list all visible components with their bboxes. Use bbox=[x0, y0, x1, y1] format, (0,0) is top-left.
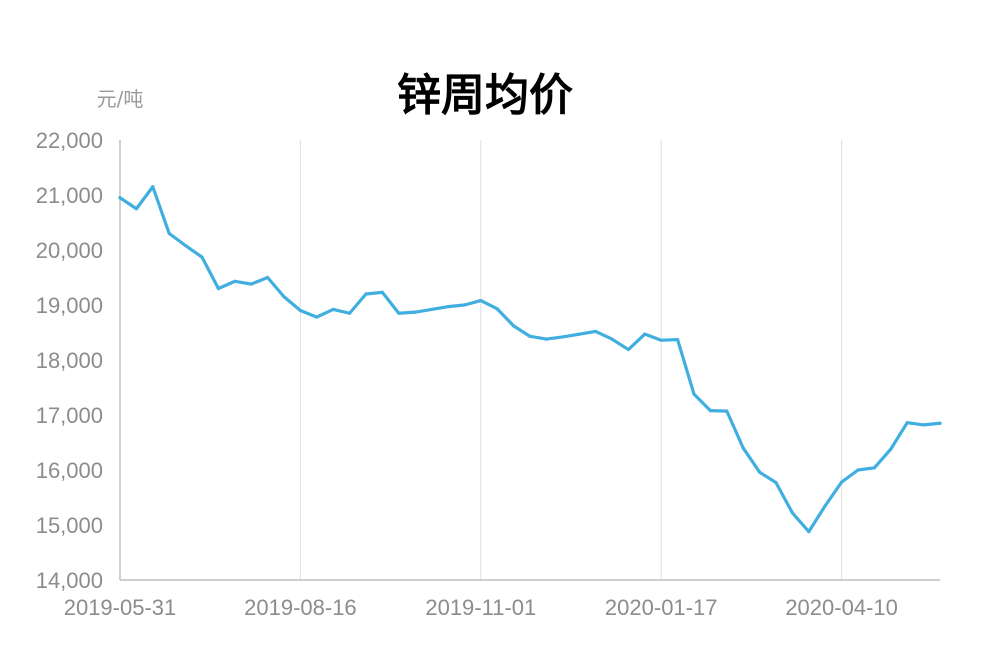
data-point bbox=[840, 480, 844, 484]
data-point bbox=[561, 335, 565, 339]
data-point bbox=[676, 338, 680, 342]
data-point bbox=[889, 447, 893, 451]
data-point bbox=[495, 307, 499, 311]
y-tick-label: 15,000 bbox=[36, 513, 103, 538]
data-point bbox=[938, 421, 942, 425]
x-tick-label: 2019-05-31 bbox=[64, 595, 177, 620]
data-point bbox=[872, 466, 877, 470]
data-point bbox=[380, 290, 384, 294]
x-tick-label: 2020-01-17 bbox=[605, 595, 718, 620]
data-point bbox=[741, 446, 745, 450]
y-tick-label: 18,000 bbox=[36, 348, 103, 373]
data-point bbox=[790, 511, 795, 515]
data-point bbox=[528, 334, 532, 338]
data-point bbox=[659, 338, 663, 342]
data-point bbox=[184, 244, 188, 248]
data-point bbox=[430, 307, 434, 311]
data-point bbox=[364, 292, 368, 296]
data-point bbox=[134, 207, 138, 211]
y-tick-label: 20,000 bbox=[36, 238, 103, 263]
data-point bbox=[167, 231, 171, 236]
data-point bbox=[282, 295, 286, 299]
data-point bbox=[856, 468, 860, 472]
data-point bbox=[462, 303, 466, 307]
data-point bbox=[249, 282, 253, 286]
data-point bbox=[594, 329, 598, 333]
data-point bbox=[216, 286, 220, 291]
x-tick-label: 2020-04-10 bbox=[785, 595, 898, 620]
y-tick-label: 16,000 bbox=[36, 458, 103, 483]
data-point bbox=[922, 423, 926, 427]
y-tick-label: 21,000 bbox=[36, 183, 103, 208]
x-tick-label: 2019-11-01 bbox=[425, 595, 536, 620]
y-tick-label: 19,000 bbox=[36, 293, 103, 318]
x-tick-labels: 2019-05-31 2019-08-16 2019-11-01 2020-01-17… bbox=[64, 595, 898, 620]
data-point bbox=[315, 315, 319, 319]
data-point bbox=[774, 481, 778, 485]
data-point bbox=[905, 421, 909, 425]
data-point bbox=[331, 307, 335, 311]
series-layer bbox=[118, 185, 942, 534]
data-point bbox=[266, 275, 270, 280]
data-point bbox=[397, 311, 401, 315]
data-point bbox=[479, 299, 483, 303]
data-point bbox=[200, 255, 204, 259]
series-line bbox=[118, 185, 942, 534]
data-point bbox=[610, 337, 614, 341]
y-tick-label: 22,000 bbox=[36, 128, 103, 153]
data-point bbox=[692, 392, 696, 396]
data-point bbox=[823, 504, 827, 508]
axes bbox=[119, 140, 940, 581]
data-point bbox=[233, 279, 237, 283]
data-point bbox=[151, 185, 155, 189]
chart-title: 锌周均价 bbox=[397, 70, 573, 121]
data-point bbox=[511, 324, 516, 328]
y-tick-label: 17,000 bbox=[36, 403, 103, 428]
data-point bbox=[643, 332, 647, 336]
data-point bbox=[348, 311, 352, 315]
y-tick-labels: 14,000 15,000 16,000 17,000 18,000 19,000 20,0… bbox=[36, 128, 103, 593]
x-tick-label: 2019-08-16 bbox=[244, 595, 357, 620]
gridlines bbox=[299, 140, 843, 580]
data-point bbox=[118, 196, 122, 200]
data-point bbox=[446, 305, 450, 309]
data-point bbox=[758, 470, 762, 474]
data-point bbox=[298, 308, 302, 313]
data-point bbox=[725, 409, 729, 413]
data-point bbox=[577, 332, 581, 336]
y-tick-label: 14,000 bbox=[36, 568, 103, 593]
data-point bbox=[708, 409, 713, 413]
y-unit-label: 元/吨 bbox=[97, 87, 144, 111]
data-point bbox=[626, 347, 631, 352]
data-point bbox=[807, 530, 811, 534]
data-point bbox=[544, 337, 549, 341]
data-point bbox=[413, 310, 417, 314]
